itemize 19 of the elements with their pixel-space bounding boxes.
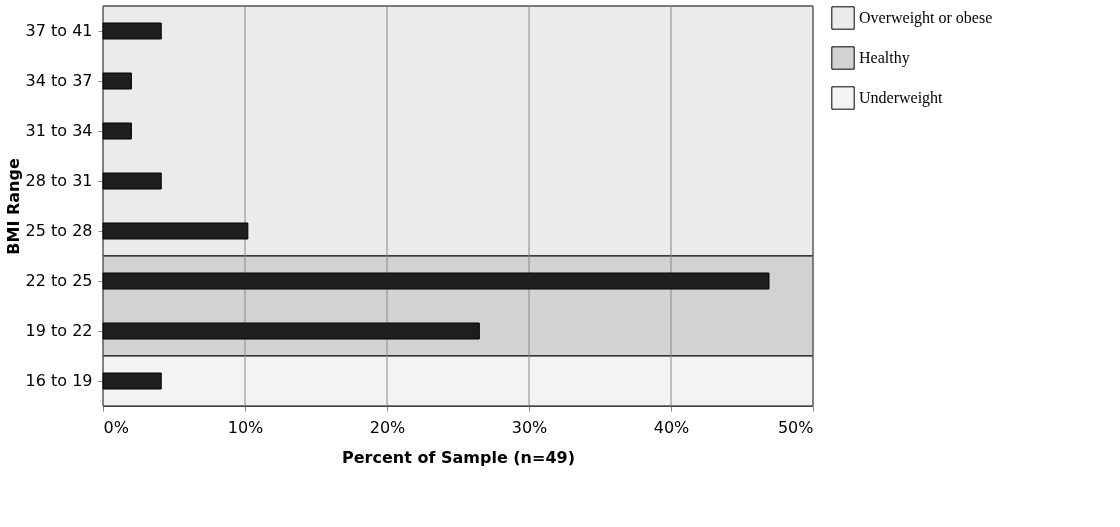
y-tick-label: 16 to 19	[25, 371, 93, 390]
y-tick-label: 22 to 25	[25, 271, 93, 290]
x-tick-label: 0%	[103, 417, 129, 437]
x-tick-label: 30%	[511, 417, 548, 437]
x-axis-title: Percent of Sample (n=49)	[342, 447, 575, 467]
legend-label: Underweight	[859, 89, 944, 107]
y-tick-label: 28 to 31	[25, 171, 93, 190]
y-tick-label: 34 to 37	[25, 71, 93, 90]
x-tick-label: 10%	[227, 417, 264, 437]
band-label: Overweight or obese	[859, 9, 993, 27]
x-tick-label: 40%	[653, 417, 690, 437]
x-tick-label: 50%	[777, 417, 814, 437]
x-tick-label: 20%	[369, 417, 406, 437]
y-tick-label: 37 to 41	[25, 21, 93, 40]
legend-label: Healthy	[859, 49, 910, 67]
y-tick-label: 31 to 34	[25, 121, 93, 140]
y-axis-title: BMI Range	[3, 158, 23, 255]
y-tick-label: 19 to 22	[25, 321, 93, 340]
y-tick-label: 25 to 28	[25, 221, 93, 240]
